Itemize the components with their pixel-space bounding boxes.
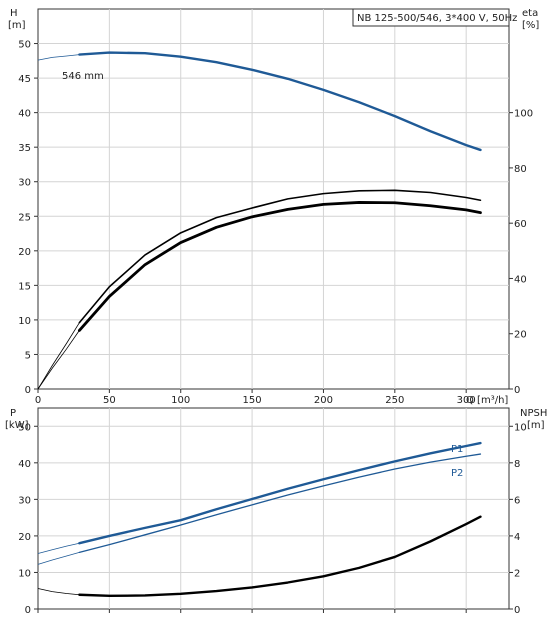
bottom-panel-frame — [37, 407, 510, 610]
right-tick-label: 40 — [514, 274, 527, 285]
left-tick-label: 0 — [25, 605, 31, 616]
left-tick-label: 0 — [25, 385, 31, 396]
x-tick-label: 200 — [314, 395, 333, 406]
left-tick-label: 20 — [18, 247, 31, 258]
left-tick-label: 35 — [18, 143, 31, 154]
left-tick-label: 10 — [18, 316, 31, 327]
chart-title-box — [352, 8, 510, 27]
series-extrapolated-line — [37, 551, 80, 565]
right-tick-label: 4 — [514, 532, 520, 543]
left-tick-label: 30 — [18, 495, 31, 506]
right-tick-label: 60 — [514, 219, 527, 230]
head-axis-unit: [m] — [8, 20, 26, 31]
series-extrapolated-line — [37, 330, 80, 390]
efficiency-axis-unit: [%] — [522, 20, 539, 31]
flow-axis-label: Q [m³/h] — [466, 395, 508, 406]
series-line — [78, 189, 482, 324]
right-tick-label: 8 — [514, 459, 520, 470]
top-panel-series — [37, 51, 482, 390]
bottom-panel-series — [37, 441, 482, 598]
right-tick-label: 100 — [514, 109, 533, 120]
npsh-axis-unit: [m] — [527, 420, 545, 431]
left-tick-label: 30 — [18, 178, 31, 189]
right-tick-label: 6 — [514, 495, 520, 506]
x-tick-label: 100 — [171, 395, 190, 406]
series-extrapolated-line — [37, 542, 80, 554]
x-tick-label: 0 — [35, 395, 41, 406]
power-axis-label: P — [10, 408, 16, 419]
efficiency-axis-label: eta — [522, 8, 538, 19]
x-tick-label: 150 — [243, 395, 262, 406]
right-tick-label: 10 — [514, 422, 527, 433]
left-tick-label: 50 — [18, 422, 31, 433]
left-tick-label: 20 — [18, 532, 31, 543]
left-tick-label: 5 — [25, 350, 31, 361]
x-tick-label: 50 — [103, 395, 116, 406]
series-line — [77, 201, 482, 332]
series-extrapolated-line — [37, 54, 80, 61]
left-tick-label: 40 — [18, 109, 31, 120]
head-axis-label: H — [10, 8, 18, 19]
impeller-diameter-annotation: 546 mm — [62, 71, 104, 82]
right-tick-label: 80 — [514, 164, 527, 175]
left-tick-label: 10 — [18, 568, 31, 579]
chart-title: NB 125-500/546, 3*400 V, 50Hz — [357, 13, 517, 24]
left-tick-label: 25 — [18, 212, 31, 223]
left-tick-label: 45 — [18, 74, 31, 85]
left-tick-label: 50 — [18, 40, 31, 51]
x-tick-label: 250 — [385, 395, 404, 406]
bottom-panel-grid — [34, 408, 513, 613]
series-line — [78, 51, 482, 152]
npsh-axis-label: NPSH — [520, 408, 547, 419]
top-panel-frame — [37, 8, 510, 390]
series-extrapolated-line — [37, 322, 80, 390]
right-tick-label: 0 — [514, 605, 520, 616]
series-line — [78, 453, 482, 554]
series-extrapolated-line — [37, 588, 80, 596]
left-tick-label: 15 — [18, 281, 31, 292]
x-tick-label: 300 — [457, 395, 476, 406]
series-label-p1: P1 — [451, 444, 463, 455]
power-axis-unit: [kW] — [5, 420, 29, 431]
top-panel-grid — [34, 9, 513, 393]
right-tick-label: 20 — [514, 330, 527, 341]
left-tick-label: 40 — [18, 459, 31, 470]
right-tick-label: 2 — [514, 568, 520, 579]
right-tick-label: 0 — [514, 385, 520, 396]
series-line — [78, 441, 482, 545]
series-label-p2: P2 — [451, 468, 463, 479]
series-line — [78, 515, 482, 598]
